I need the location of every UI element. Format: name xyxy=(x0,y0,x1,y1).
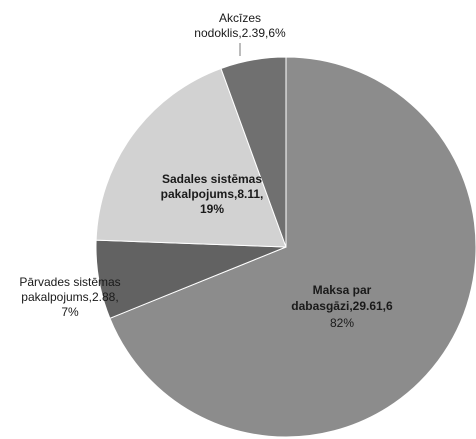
slice-label-sadales-line1: Sadales sistēmas xyxy=(162,172,262,186)
slice-label-maksa-line2: dabasgāzi,29.61,6 xyxy=(291,299,393,313)
slice-label-sadales-line3: 19% xyxy=(200,202,224,216)
slice-maksa xyxy=(109,56,476,438)
slice-label-sadales-line2: pakalpojums,8.11, xyxy=(161,187,264,201)
pie-slices xyxy=(95,56,476,438)
slice-label-parvades-line1: Pārvades sistēmas xyxy=(19,275,120,289)
slice-label-akcizes-line2: nodoklis,2.39,6% xyxy=(194,26,286,40)
slice-label-maksa-line1: Maksa par xyxy=(313,283,372,297)
slice-label-parvades-line2: pakalpojums,2.88, xyxy=(21,290,118,304)
slice-label-maksa-line3: 82% xyxy=(330,316,354,330)
slice-label-akcizes-line1: Akcīzes xyxy=(219,11,261,25)
slice-sadales xyxy=(95,67,287,248)
slice-label-parvades-line3: 7% xyxy=(61,305,79,319)
slice-akcizes xyxy=(220,56,287,248)
